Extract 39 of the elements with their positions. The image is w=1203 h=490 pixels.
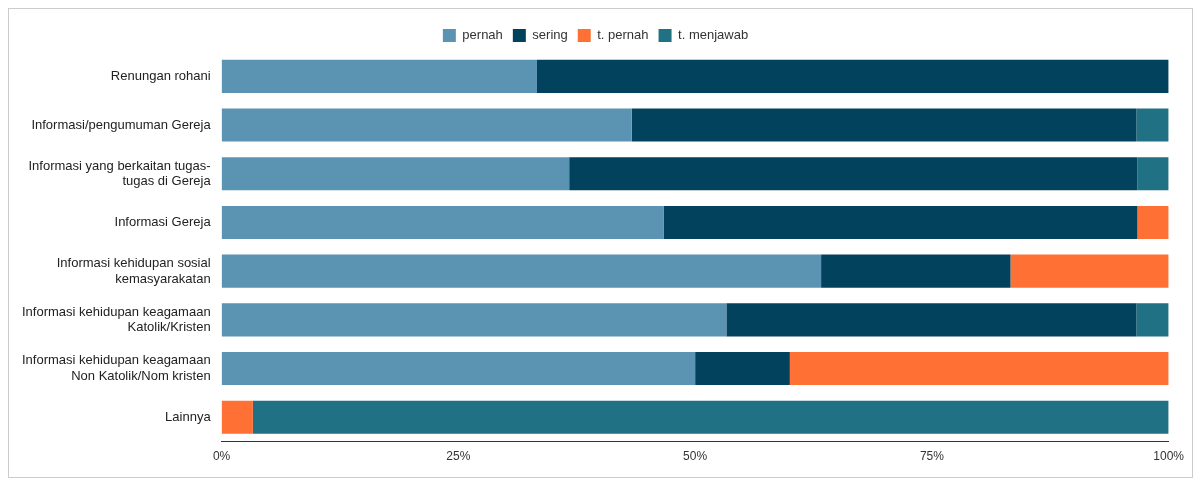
legend-label: pernah	[462, 27, 503, 43]
bar	[221, 108, 632, 142]
bar	[1136, 108, 1169, 142]
y-tick-label: Renungan rohani	[110, 67, 211, 83]
x-tick-label: 75%	[919, 449, 945, 464]
y-tick-label: Informasi Gereja	[114, 214, 212, 230]
bar	[1137, 157, 1169, 191]
x-tick-label: 50%	[683, 449, 708, 464]
bar	[663, 205, 1138, 240]
bar	[252, 400, 1169, 434]
bar	[221, 400, 253, 434]
y-tick-label: Informasi kehidupan keagamaan Non Katolik/Nom kristen	[22, 352, 211, 383]
bar	[536, 59, 1169, 93]
bar	[789, 351, 1169, 386]
y-tick-label: Lainnya	[165, 408, 212, 424]
y-tick-label: Informasi kehidupan keagamaan Katolik/Kristen	[22, 303, 211, 335]
bar	[1010, 254, 1169, 288]
bar	[1137, 205, 1169, 240]
bar	[695, 351, 790, 386]
bar	[1136, 303, 1169, 337]
bar	[221, 254, 822, 288]
bar	[221, 205, 664, 240]
x-tick-label: 0%	[212, 449, 231, 464]
x-tick-label: 25%	[446, 449, 471, 464]
y-tick-label: Informasi/pengumuman Gereja	[31, 116, 212, 132]
x-tick-label: 100%	[1153, 449, 1185, 464]
y-tick-label: Informasi yang berkaitan tugas-tugas di Gereja	[28, 157, 212, 189]
bar	[569, 157, 1138, 191]
legend-label: sering	[532, 27, 568, 43]
legend-label: t. pernah	[597, 27, 649, 43]
y-tick-label: Informasi kehidupan sosial kemasyarakatan	[56, 254, 211, 286]
bar	[221, 157, 570, 191]
legend-label: t. menjawab	[678, 27, 749, 43]
bar	[631, 108, 1137, 142]
bar	[221, 59, 537, 93]
bar	[221, 303, 727, 337]
bar	[821, 254, 1011, 288]
bar	[726, 303, 1137, 337]
bar	[221, 351, 696, 386]
